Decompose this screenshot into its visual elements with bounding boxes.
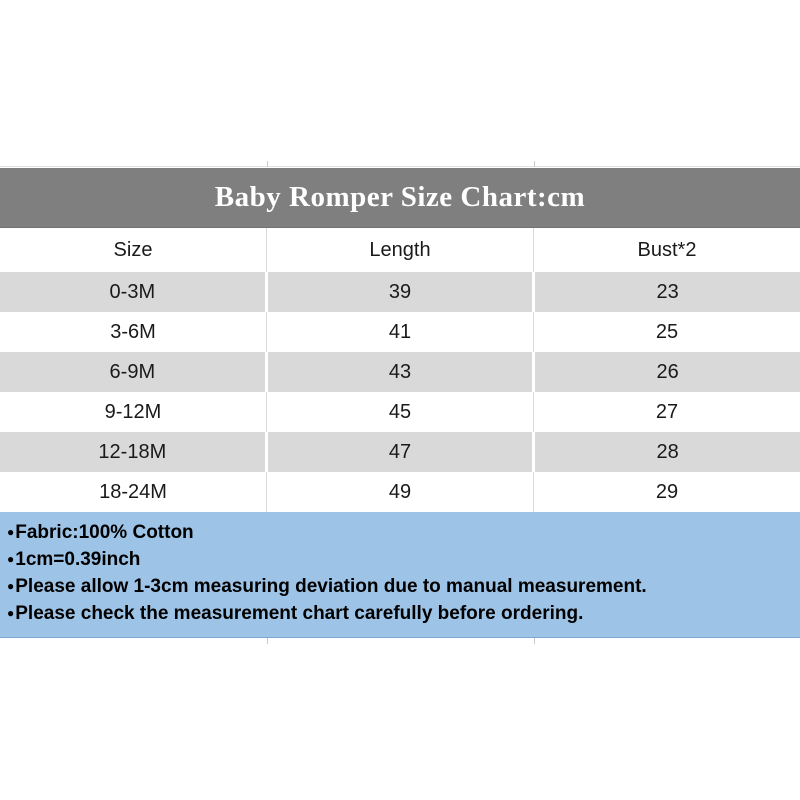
note-text: Fabric:100% Cotton bbox=[15, 522, 194, 543]
table-row: 9-12M 45 27 bbox=[0, 392, 800, 432]
table-row: 12-18M 47 28 bbox=[0, 432, 800, 472]
size-cell: 6-9M bbox=[0, 352, 268, 392]
column-tick bbox=[267, 638, 268, 644]
length-cell: 49 bbox=[267, 472, 534, 512]
notes-footer: ●Fabric:100% Cotton ●1cm=0.39inch ●Pleas… bbox=[0, 512, 800, 638]
table-row: 0-3M 39 23 bbox=[0, 272, 800, 312]
bullet-icon: ● bbox=[7, 579, 15, 593]
size-cell: 12-18M bbox=[0, 432, 268, 472]
table-row: 6-9M 43 26 bbox=[0, 352, 800, 392]
column-header-length: Length bbox=[267, 228, 534, 272]
length-cell: 45 bbox=[267, 392, 534, 432]
note-fabric: ●Fabric:100% Cotton bbox=[7, 519, 792, 546]
note-deviation: ●Please allow 1-3cm measuring deviation … bbox=[7, 573, 792, 600]
length-cell: 43 bbox=[268, 352, 536, 392]
column-header-size: Size bbox=[0, 228, 267, 272]
title-bar: Baby Romper Size Chart:cm bbox=[0, 168, 800, 228]
bust-cell: 28 bbox=[656, 440, 679, 463]
column-tick bbox=[534, 638, 535, 644]
bust-cell: 29 bbox=[655, 480, 679, 503]
note-text: Please allow 1-3cm measuring deviation d… bbox=[15, 576, 647, 597]
length-cell: 41 bbox=[267, 312, 534, 352]
chart-title: Baby Romper Size Chart:cm bbox=[214, 181, 586, 213]
column-tick bbox=[267, 161, 268, 167]
table-header-row: Size Length Bust*2 bbox=[0, 228, 800, 272]
length-cell: 39 bbox=[268, 272, 536, 312]
bust-cell: 27 bbox=[655, 400, 679, 423]
length-cell: 47 bbox=[268, 432, 536, 472]
bullet-icon: ● bbox=[7, 552, 15, 566]
bullet-icon: ● bbox=[7, 525, 15, 539]
bullet-icon: ● bbox=[7, 606, 15, 620]
size-cell: 0-3M bbox=[0, 272, 268, 312]
table-row: 3-6M 41 25 bbox=[0, 312, 800, 352]
column-tick bbox=[534, 161, 535, 167]
note-check-chart: ●Please check the measurement chart care… bbox=[7, 600, 792, 627]
bust-cell: 25 bbox=[655, 320, 679, 343]
size-table: Size Length Bust*2 0-3M 39 23 3-6M 41 25… bbox=[0, 228, 800, 512]
bust-cell: 26 bbox=[656, 360, 679, 383]
note-text: Please check the measurement chart caref… bbox=[15, 603, 584, 624]
note-conversion: ●1cm=0.39inch bbox=[7, 546, 792, 573]
size-cell: 18-24M bbox=[0, 472, 267, 512]
column-header-bust: Bust*2 bbox=[637, 238, 697, 261]
size-cell: 9-12M bbox=[0, 392, 267, 432]
top-divider bbox=[0, 166, 800, 167]
note-text: 1cm=0.39inch bbox=[15, 549, 141, 570]
size-cell: 3-6M bbox=[0, 312, 267, 352]
table-row: 18-24M 49 29 bbox=[0, 472, 800, 512]
bust-cell: 23 bbox=[656, 280, 679, 303]
